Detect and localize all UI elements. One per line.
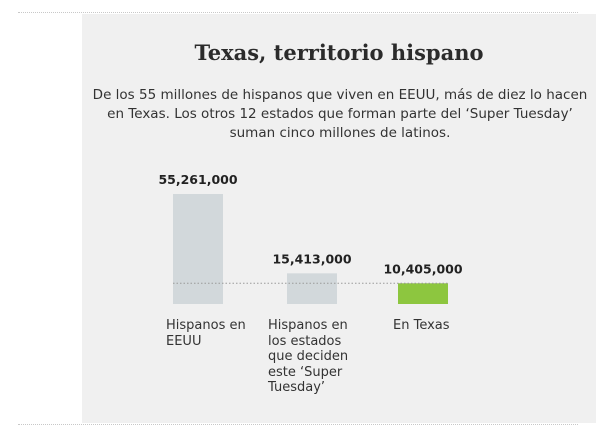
top-divider (18, 12, 578, 13)
bar-texas (398, 283, 448, 304)
bottom-divider (18, 424, 578, 425)
chart-subtitle: De los 55 millones de hispanos que viven… (92, 87, 588, 141)
value-label-texas: 10,405,000 (383, 261, 462, 276)
bar-eeuu (173, 194, 223, 304)
chart-panel (82, 14, 596, 423)
bar-super-tuesday (287, 273, 337, 304)
category-label-super-tuesday: Hispanos en los estados que deciden este… (268, 318, 349, 395)
category-label-texas: En Texas (393, 318, 450, 333)
value-label-eeuu: 55,261,000 (158, 172, 237, 187)
value-label-super-tuesday: 15,413,000 (272, 251, 351, 266)
chart-title: Texas, territorio hispano (194, 40, 484, 65)
category-label-eeuu: Hispanos en EEUU (166, 318, 246, 349)
